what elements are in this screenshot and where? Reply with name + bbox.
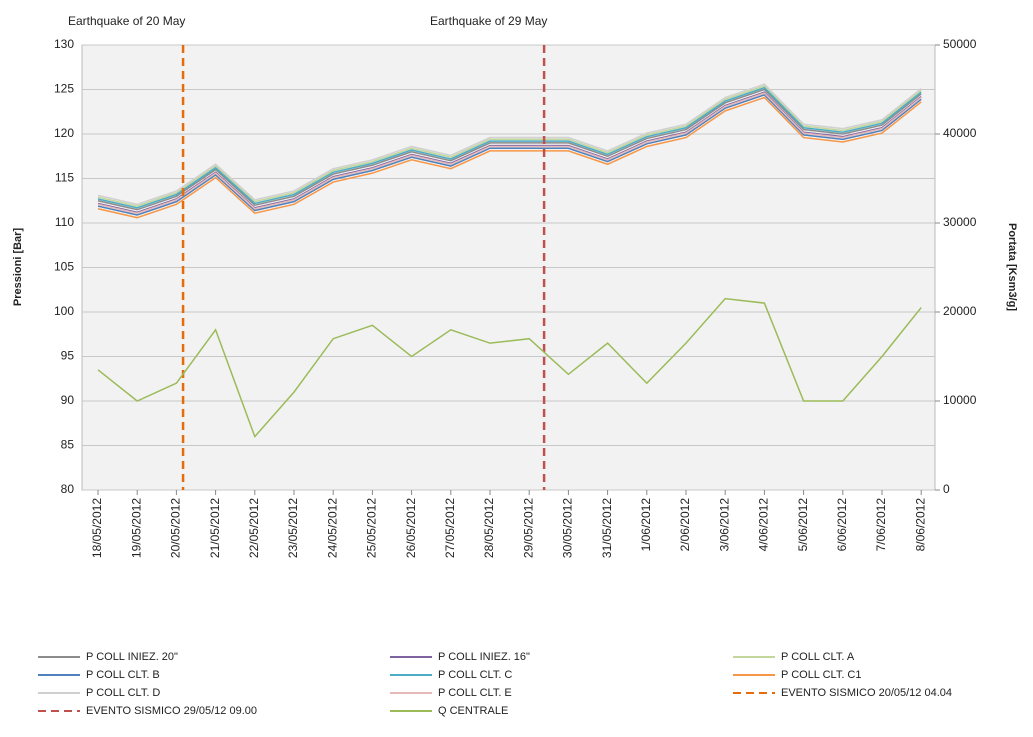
y2-tick-label: 40000	[943, 126, 977, 140]
series-line	[97, 297, 922, 439]
x-tick-label: 5/06/2012	[796, 498, 810, 552]
series-line	[97, 86, 922, 209]
y2-tick-label: 10000	[943, 393, 977, 407]
y2-tick-label: 20000	[943, 304, 977, 318]
x-tick-label: 8/06/2012	[913, 498, 927, 552]
series-line	[97, 85, 922, 207]
series-line	[97, 83, 922, 206]
annotation: Earthquake of 29 May	[430, 14, 547, 28]
x-tick-label: 29/05/2012	[521, 498, 535, 558]
legend-label: P COLL CLT. C1	[781, 669, 862, 681]
series-line	[97, 92, 922, 214]
x-tick-label: 18/05/2012	[90, 498, 104, 558]
legend-label: EVENTO SISMICO 20/05/12 04.04	[781, 687, 952, 699]
x-tick-label: 30/05/2012	[561, 498, 575, 558]
x-tick-label: 4/06/2012	[757, 498, 771, 552]
legend-label: EVENTO SISMICO 29/05/12 09.00	[86, 705, 257, 717]
series-line	[97, 88, 922, 211]
x-tick-label: 24/05/2012	[325, 498, 339, 558]
x-tick-label: 6/06/2012	[835, 498, 849, 552]
annotation: Earthquake of 20 May	[68, 14, 185, 28]
y-tick-label: 120	[54, 126, 74, 140]
x-tick-label: 22/05/2012	[247, 498, 261, 558]
y-tick-label: 95	[61, 349, 75, 363]
legend-label: P COLL CLT. D	[86, 687, 160, 699]
x-tick-label: 26/05/2012	[404, 498, 418, 558]
x-tick-label: 27/05/2012	[443, 498, 457, 558]
y-axis-label: Pressioni [Bar]	[12, 228, 24, 307]
y-tick-label: 125	[54, 82, 74, 96]
y-tick-label: 115	[55, 171, 74, 185]
x-tick-label: 31/05/2012	[600, 498, 614, 558]
y2-tick-label: 50000	[943, 37, 977, 51]
y2-tick-label: 0	[943, 482, 950, 496]
series-line	[97, 93, 922, 216]
x-tick-label: 25/05/2012	[365, 498, 379, 558]
legend-label: Q CENTRALE	[438, 705, 508, 717]
y2-axis-label: Portata [Ksm3/g]	[1006, 223, 1018, 311]
legend-label: P COLL INIEZ. 16"	[438, 651, 530, 663]
y-tick-label: 105	[54, 260, 74, 274]
x-tick-label: 19/05/2012	[129, 498, 143, 558]
y2-tick-label: 30000	[943, 215, 977, 229]
y-tick-label: 90	[61, 393, 75, 407]
x-tick-label: 1/06/2012	[639, 498, 653, 552]
y-tick-label: 80	[61, 482, 75, 496]
legend-label: P COLL CLT. C	[438, 669, 512, 681]
x-tick-label: 7/06/2012	[874, 498, 888, 552]
y-tick-label: 110	[55, 215, 74, 229]
legend-label: P COLL CLT. E	[438, 687, 512, 699]
x-tick-label: 3/06/2012	[717, 498, 731, 552]
y-tick-label: 100	[54, 304, 74, 318]
x-tick-label: 20/05/2012	[169, 498, 183, 558]
x-tick-label: 21/05/2012	[208, 498, 222, 558]
legend-label: P COLL INIEZ. 20"	[86, 651, 178, 663]
legend-label: P COLL CLT. A	[781, 651, 855, 663]
x-tick-label: 2/06/2012	[678, 498, 692, 552]
series-line	[97, 96, 922, 219]
y-tick-label: 130	[54, 37, 74, 51]
y-tick-label: 85	[61, 438, 75, 452]
x-tick-label: 28/05/2012	[482, 498, 496, 558]
x-tick-label: 23/05/2012	[286, 498, 300, 558]
legend-label: P COLL CLT. B	[86, 669, 160, 681]
